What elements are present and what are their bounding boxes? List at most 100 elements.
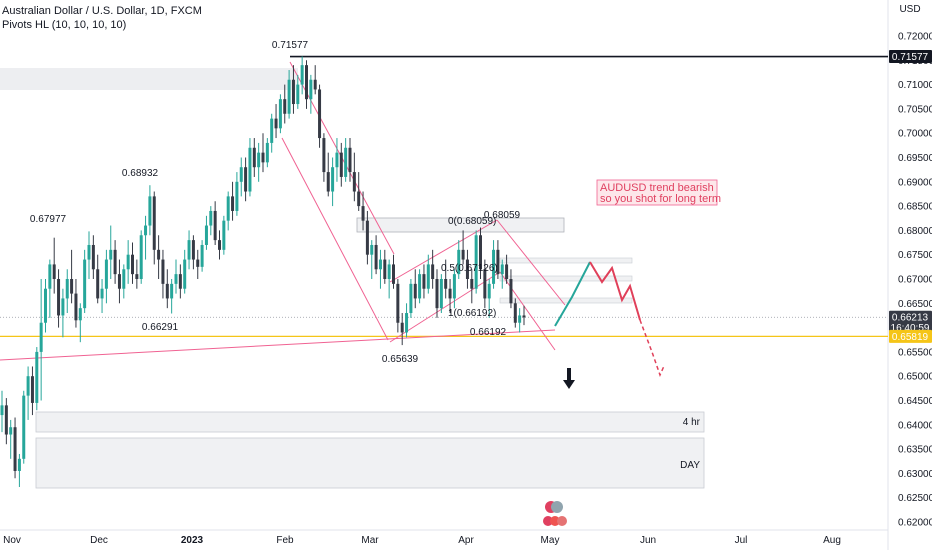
wedge-upper [389, 219, 498, 283]
candle-body [483, 269, 487, 299]
candle-body [387, 264, 391, 279]
y-tick-label: 0.69500 [898, 153, 932, 164]
zone-label-4hr: 4 hr [683, 417, 701, 428]
candle-body [91, 244, 95, 270]
candle-body [26, 376, 30, 396]
candle-body [413, 283, 417, 299]
badge-current [889, 310, 932, 335]
x-tick-label: Jul [735, 535, 748, 546]
candle-body [357, 191, 361, 207]
candle-body [265, 142, 269, 163]
candle-body [96, 269, 100, 299]
candle-body [57, 279, 61, 316]
y-tick-label: 0.68000 [898, 226, 932, 237]
y-tick-label: 0.65000 [898, 372, 932, 383]
candle-body [300, 65, 304, 85]
candle-body [257, 152, 261, 168]
candle-body [278, 99, 282, 129]
candle-body [339, 152, 343, 177]
candle-body [374, 244, 378, 270]
candle-body [74, 293, 78, 321]
candle-body [261, 152, 265, 163]
candle-body [470, 279, 474, 289]
projection-down [589, 261, 641, 321]
candle-body [383, 259, 387, 279]
y-tick-label: 0.70000 [898, 129, 932, 140]
candle-body [318, 89, 322, 139]
candle-body [457, 249, 461, 275]
candle-body [30, 376, 34, 403]
zone-4hr [35, 411, 705, 433]
event-icon [551, 501, 563, 513]
candle-body [487, 283, 491, 299]
candle-body [52, 264, 56, 279]
fib-label-0: 0(0.68059) [448, 216, 496, 227]
y-tick-label: 0.64000 [898, 420, 932, 431]
candle-body [496, 249, 500, 275]
candle-body [104, 259, 108, 289]
long-trendline [0, 329, 556, 361]
x-tick-label: Feb [276, 535, 294, 546]
indicator-label: Pivots HL (10, 10, 10, 10) [2, 19, 127, 31]
down-channel-upper [496, 219, 566, 306]
candle-body [83, 259, 87, 309]
candle-body [191, 240, 195, 260]
candle-body [305, 65, 308, 100]
candle-body [213, 210, 217, 241]
event-icon [543, 516, 553, 526]
candle-body [183, 259, 187, 289]
candle-body [226, 196, 230, 221]
x-tick-label: 2023 [181, 535, 204, 546]
pivot-label: 0.66192 [470, 327, 507, 338]
candle-body [161, 259, 165, 284]
y-tick-label: 0.70500 [898, 104, 932, 115]
candle-body [405, 313, 409, 333]
y-tick-label: 0.62000 [898, 518, 932, 529]
candle-body [296, 84, 300, 105]
candle-body [326, 172, 330, 192]
candle-body [139, 235, 143, 279]
candle-body [239, 167, 243, 182]
chart-legend: Australian Dollar / U.S. Dollar, 1D, FXC… [2, 4, 202, 32]
annotation-line-2: so you shot for long term [600, 193, 721, 205]
y-tick-label: 0.69000 [898, 177, 932, 188]
candle-body [174, 274, 178, 284]
candle-body [135, 274, 139, 279]
candles-group [0, 56, 526, 488]
candle-body [200, 244, 204, 267]
candle-body [144, 225, 148, 236]
candle-body [218, 240, 221, 250]
candle-body [65, 279, 69, 299]
candle-body [231, 196, 235, 211]
candle-body [474, 235, 478, 289]
candle-body [409, 283, 413, 314]
candle-body [222, 220, 226, 250]
candle-body [287, 79, 291, 114]
candle-body [109, 249, 113, 260]
candle-body [0, 405, 4, 416]
candle-body [522, 315, 526, 318]
candle-body [331, 167, 335, 192]
candle-body [400, 322, 404, 333]
zone-small-3 [499, 297, 633, 304]
candle-body [509, 279, 513, 304]
candle-body [365, 220, 369, 255]
candle-body [422, 274, 426, 289]
candle-body [4, 405, 8, 435]
candle-body [479, 235, 482, 270]
candle-body [35, 351, 39, 403]
badge-current-text: 0.66213 [892, 313, 929, 324]
candle-body [100, 288, 104, 299]
candle-body [157, 249, 161, 260]
candle-body [270, 118, 274, 143]
zone-small-2 [499, 275, 633, 282]
candle-body [274, 118, 278, 129]
candle-body [313, 79, 317, 90]
candle-body [322, 138, 326, 173]
candle-body [252, 147, 256, 168]
candle-body [178, 274, 182, 289]
badge-current-countdown: 16:40:59 [891, 323, 930, 334]
candle-body [204, 225, 208, 245]
x-tick-label: Jun [640, 535, 656, 546]
